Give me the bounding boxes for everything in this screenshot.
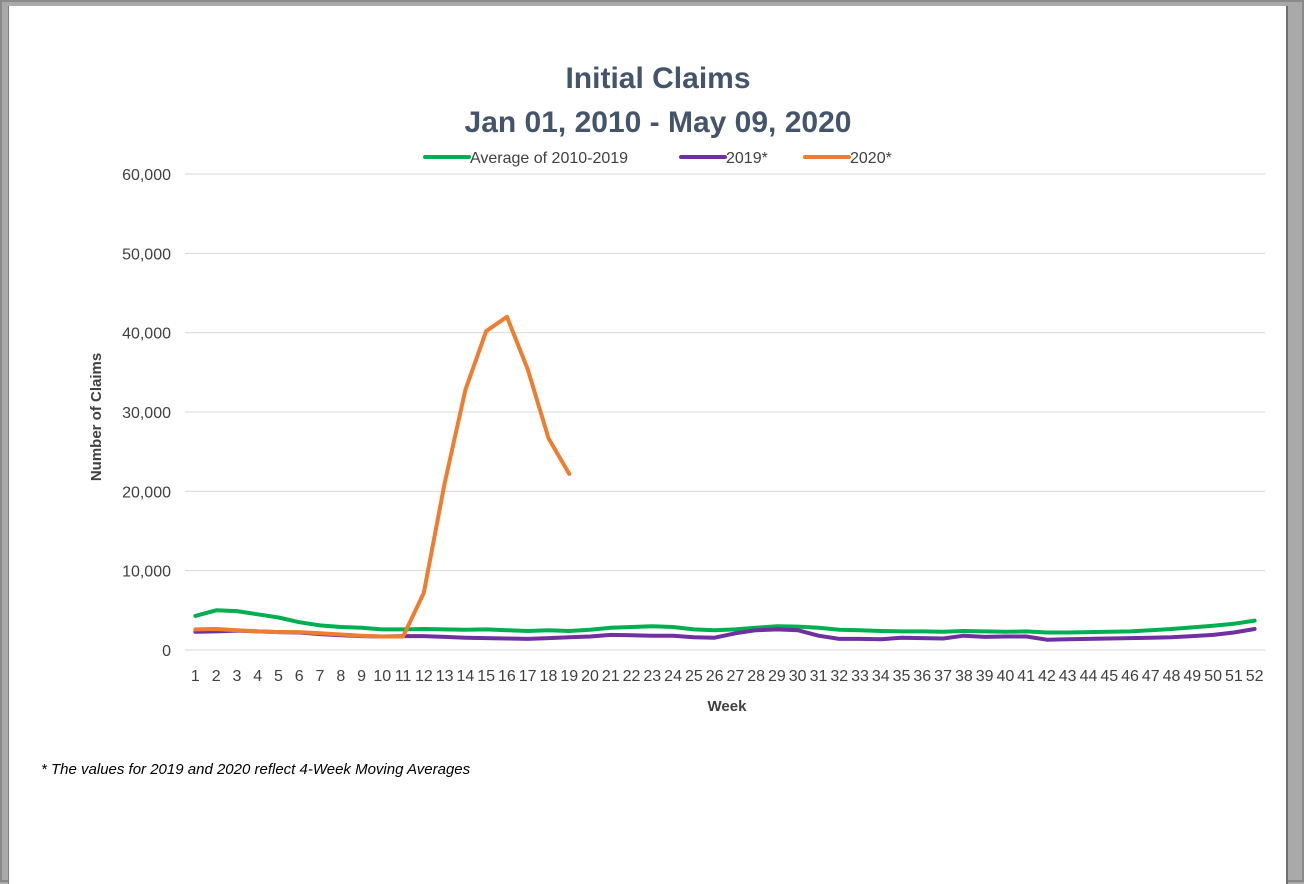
x-axis-ticks: 1 2 3 4 5 6 7 8 9 10 11 12 13 14 15 16 17 18 19 20 21 22 23 24 2… bbox=[191, 668, 1264, 685]
x-tick-label: 42 bbox=[1038, 668, 1056, 685]
x-tick-label: 46 bbox=[1121, 668, 1139, 685]
x-tick-label: 13 bbox=[436, 668, 454, 685]
y-axis-ticks: 0 10,000 20,000 30,000 40,000 50,000 60,000 bbox=[122, 167, 171, 660]
x-tick-label: 6 bbox=[295, 668, 304, 685]
y-tick-label: 10,000 bbox=[122, 564, 171, 581]
x-tick-label: 32 bbox=[830, 668, 848, 685]
x-tick-label: 15 bbox=[477, 668, 495, 685]
chart-title: Initial Claims bbox=[565, 62, 750, 95]
legend-label: 2020* bbox=[850, 150, 892, 167]
x-tick-label: 51 bbox=[1225, 668, 1243, 685]
x-tick-label: 19 bbox=[560, 668, 578, 685]
x-tick-label: 37 bbox=[934, 668, 952, 685]
footnote: * The values for 2019 and 2020 reflect 4… bbox=[41, 761, 471, 778]
x-tick-label: 45 bbox=[1100, 668, 1118, 685]
x-tick-label: 18 bbox=[540, 668, 558, 685]
x-tick-label: 8 bbox=[336, 668, 345, 685]
x-tick-label: 4 bbox=[253, 668, 262, 685]
y-tick-label: 40,000 bbox=[122, 326, 171, 343]
x-tick-label: 30 bbox=[789, 668, 807, 685]
x-tick-label: 25 bbox=[685, 668, 703, 685]
x-axis-title: Week bbox=[708, 698, 748, 715]
x-tick-label: 2 bbox=[212, 668, 221, 685]
x-tick-label: 49 bbox=[1183, 668, 1201, 685]
x-tick-label: 40 bbox=[996, 668, 1014, 685]
x-tick-label: 24 bbox=[664, 668, 682, 685]
y-axis-title: Number of Claims bbox=[88, 353, 105, 481]
x-tick-label: 38 bbox=[955, 668, 973, 685]
y-tick-label: 30,000 bbox=[122, 405, 171, 422]
x-tick-label: 17 bbox=[519, 668, 537, 685]
x-tick-label: 23 bbox=[643, 668, 661, 685]
x-tick-label: 50 bbox=[1204, 668, 1222, 685]
x-tick-label: 39 bbox=[976, 668, 994, 685]
x-tick-label: 48 bbox=[1163, 668, 1181, 685]
x-tick-label: 12 bbox=[415, 668, 433, 685]
x-tick-label: 47 bbox=[1142, 668, 1160, 685]
x-tick-label: 36 bbox=[913, 668, 931, 685]
x-tick-label: 20 bbox=[581, 668, 599, 685]
series-line-2 bbox=[193, 314, 572, 639]
y-tick-label: 60,000 bbox=[122, 167, 171, 184]
y-tick-label: 0 bbox=[162, 643, 171, 660]
x-tick-label: 41 bbox=[1017, 668, 1035, 685]
x-tick-label: 28 bbox=[747, 668, 765, 685]
report-page: Initial Claims Jan 01, 2010 - May 09, 20… bbox=[8, 6, 1288, 884]
x-tick-label: 9 bbox=[357, 668, 366, 685]
x-tick-label: 31 bbox=[810, 668, 828, 685]
x-tick-label: 26 bbox=[706, 668, 724, 685]
x-tick-label: 29 bbox=[768, 668, 786, 685]
initial-claims-chart: Initial Claims Jan 01, 2010 - May 09, 20… bbox=[88, 62, 1265, 715]
x-tick-label: 52 bbox=[1246, 668, 1264, 685]
x-tick-label: 22 bbox=[623, 668, 641, 685]
legend-label: 2019* bbox=[726, 150, 768, 167]
x-tick-label: 44 bbox=[1080, 668, 1098, 685]
x-tick-label: 33 bbox=[851, 668, 869, 685]
x-tick-label: 10 bbox=[373, 668, 391, 685]
chart-subtitle: Jan 01, 2010 - May 09, 2020 bbox=[465, 106, 852, 139]
y-tick-label: 50,000 bbox=[122, 246, 171, 263]
x-tick-label: 27 bbox=[726, 668, 744, 685]
y-tick-label: 20,000 bbox=[122, 484, 171, 501]
x-tick-label: 16 bbox=[498, 668, 516, 685]
x-tick-label: 11 bbox=[395, 668, 412, 685]
x-tick-label: 5 bbox=[274, 668, 283, 685]
x-tick-label: 7 bbox=[316, 668, 325, 685]
legend-label: Average of 2010-2019 bbox=[470, 150, 628, 167]
chart-legend: Average of 2010-2019 2019* 2020* bbox=[423, 150, 892, 167]
x-tick-label: 1 bbox=[191, 668, 200, 685]
x-tick-label: 43 bbox=[1059, 668, 1077, 685]
x-tick-label: 35 bbox=[893, 668, 911, 685]
series-line-0 bbox=[193, 608, 1257, 635]
series-lines bbox=[193, 314, 1257, 642]
x-tick-label: 34 bbox=[872, 668, 890, 685]
x-tick-label: 14 bbox=[456, 668, 474, 685]
gridlines bbox=[185, 173, 1265, 651]
x-tick-label: 21 bbox=[602, 668, 620, 685]
x-tick-label: 3 bbox=[232, 668, 241, 685]
